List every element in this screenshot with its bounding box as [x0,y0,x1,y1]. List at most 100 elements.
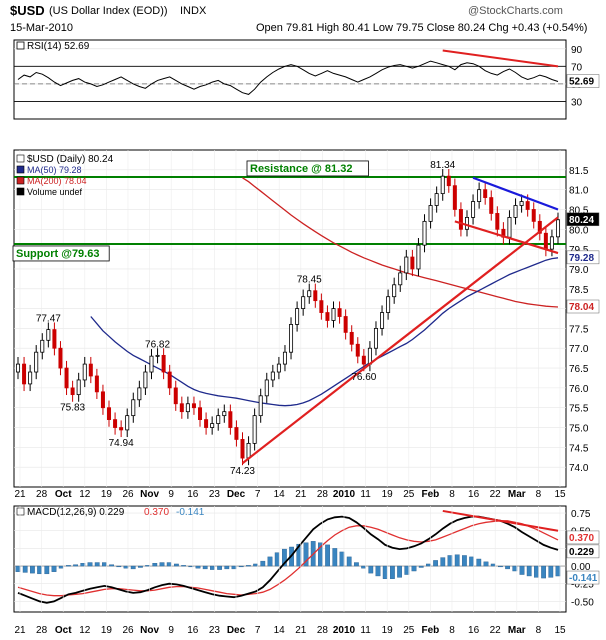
macd-histogram-bar [195,565,201,569]
candle-body [228,411,233,428]
ohlc-summary: Open 79.81 High 80.41 Low 79.75 Close 80… [256,22,588,34]
candle-body [222,411,227,417]
chart-date: 15-Mar-2010 [10,22,73,34]
price-x-tick-label: 16 [187,489,199,500]
rsi-line [17,60,559,95]
macd-histogram-bar [87,562,93,567]
candle-body [276,363,281,373]
macd-legend-signal: 0.370 [144,507,169,518]
macd-x-tick-label: 22 [490,625,502,636]
candle-body [246,442,251,459]
macd-histogram-bar [339,551,345,567]
candle-body [173,387,178,405]
candle-body [82,363,87,381]
rsi-y-tick-label: 30 [571,97,583,108]
macd-x-tick-label: 28 [317,625,329,636]
macd-histogram-bar [354,562,359,567]
candle-body [519,201,524,206]
candle-body [458,209,463,230]
candle-body [452,185,457,210]
candle-body [185,403,190,413]
macd-last-value-label: 0.370 [569,533,594,544]
macd-histogram-bar [65,565,71,567]
macd-histogram-bar [447,555,453,567]
macd-histogram-bar [58,565,64,569]
candle-body [131,399,136,417]
candle-body [489,197,494,214]
candle-body [40,339,45,353]
macd-histogram-bar [231,565,237,570]
candle-body [495,213,500,230]
candle-body [100,391,105,409]
macd-x-tick-label: 16 [187,625,199,636]
price-x-tick-label: 26 [122,489,134,500]
macd-x-tick-label: 23 [209,625,221,636]
candle-body [361,355,366,365]
price-x-tick-label: 15 [554,489,566,500]
macd-histogram-bar [375,565,381,577]
macd-x-tick-label: 19 [101,625,113,636]
price-point-label: 75.83 [60,403,85,414]
macd-histogram-bar [22,565,28,573]
candle-body [264,379,269,397]
candle-body [252,415,257,444]
macd-histogram-bar [188,565,194,568]
macd-y-tick-label: 0.75 [571,509,591,520]
macd-x-tick-label: 11 [360,625,371,636]
candle-body [386,296,391,313]
macd-histogram-bar [245,565,251,567]
candle-body [107,407,112,420]
price-y-tick-label: 79.0 [569,265,589,276]
price-x-tick-label: 22 [490,489,502,500]
macd-histogram-bar [390,565,395,579]
price-x-tick-label: 21 [295,489,307,500]
resistance-label-box [246,160,369,177]
price-x-tick-label: 8 [536,489,542,500]
price-legend-item: $USD (Daily) 80.24 [27,154,114,165]
candle-body [446,175,451,187]
candle-body [198,407,203,420]
ma200-last-value-label: 78.04 [569,302,594,313]
macd-histogram-bar [253,563,258,567]
macd-histogram-bar [346,556,352,567]
price-x-tick-label: Dec [227,489,246,500]
macd-histogram-bar [282,548,287,567]
macd-histogram-bar [397,565,402,578]
macd-x-tick-label: Dec [227,625,246,636]
candle-body [149,355,154,373]
candle-body [191,403,196,409]
candle-body [416,244,421,270]
macd-histogram-bar [541,565,547,579]
macd-y-tick-label: -0.25 [571,580,594,591]
rsi-trendline [442,49,559,68]
candle-body [22,363,27,385]
macd-histogram-bar [44,565,50,575]
price-x-tick-label: Mar [508,489,526,500]
macd-histogram-bar [37,565,43,575]
candle-body [531,209,536,222]
macd-histogram-bar [260,560,266,567]
macd-histogram-bar [274,552,280,567]
price-x-tick-label: 11 [360,489,371,500]
ma50-line [90,257,559,407]
price-y-tick-label: 77.5 [569,324,589,335]
price-point-label: 76.60 [351,372,376,383]
macd-histogram-bar [123,565,129,569]
candle-body [556,219,561,238]
macd-histogram-bar [382,565,388,579]
symbol-title: $USD [10,3,45,18]
candle-body [477,189,482,202]
macd-x-tick-label: Nov [140,625,159,636]
macd-histogram-bar [512,565,518,572]
macd-last-value-label-box [566,530,600,545]
macd-histogram-bar [303,542,309,567]
candle-body [392,284,397,298]
support-label-box [12,245,110,262]
price-trendline [472,176,559,211]
price-x-tick-label: 7 [255,489,261,500]
macd-x-tick-label: 2010 [333,625,356,636]
candle-body [240,439,245,459]
macd-x-tick-label: 28 [36,625,48,636]
macd-histogram-bar [224,565,230,570]
price-legend-marker [16,154,25,163]
